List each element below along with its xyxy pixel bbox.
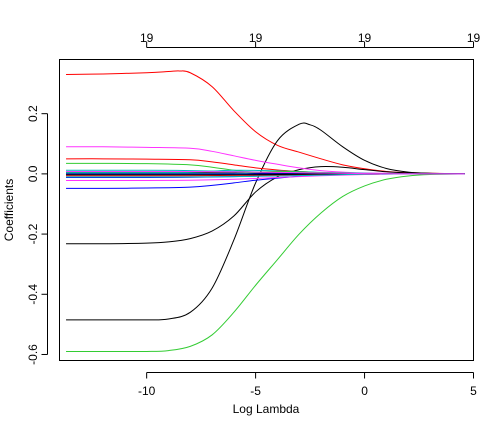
top-tick-label: 19 [358, 31, 372, 45]
x-tick-label: 0 [361, 384, 368, 398]
series-line-4 [66, 174, 465, 352]
x-tick-label: 5 [470, 384, 477, 398]
x-tick-label: -5 [250, 384, 261, 398]
series-layer [66, 71, 465, 352]
y-tick-label: 0.0 [26, 165, 40, 182]
x-axis-top: 19 19 19 19 [140, 31, 481, 48]
y-tick-label: -0.2 [26, 223, 40, 244]
y-axis-label: Coefficients [2, 179, 16, 241]
top-tick-label: 19 [140, 31, 154, 45]
x-tick-label: -10 [138, 384, 156, 398]
y-tick-label: 0.2 [26, 105, 40, 122]
y-tick-label: -0.6 [26, 344, 40, 365]
series-line-2 [66, 123, 465, 320]
x-axis-label: Log Lambda [233, 402, 300, 416]
x-axis-bottom: -10 -5 0 5 [138, 373, 477, 398]
y-axis-left: -0.6 -0.4 -0.2 0.0 0.2 [26, 105, 48, 365]
plot-frame [60, 60, 474, 361]
y-tick-label: -0.4 [26, 284, 40, 305]
top-tick-label: 19 [249, 31, 263, 45]
top-tick-label: 19 [467, 31, 481, 45]
series-line-1 [66, 71, 465, 174]
